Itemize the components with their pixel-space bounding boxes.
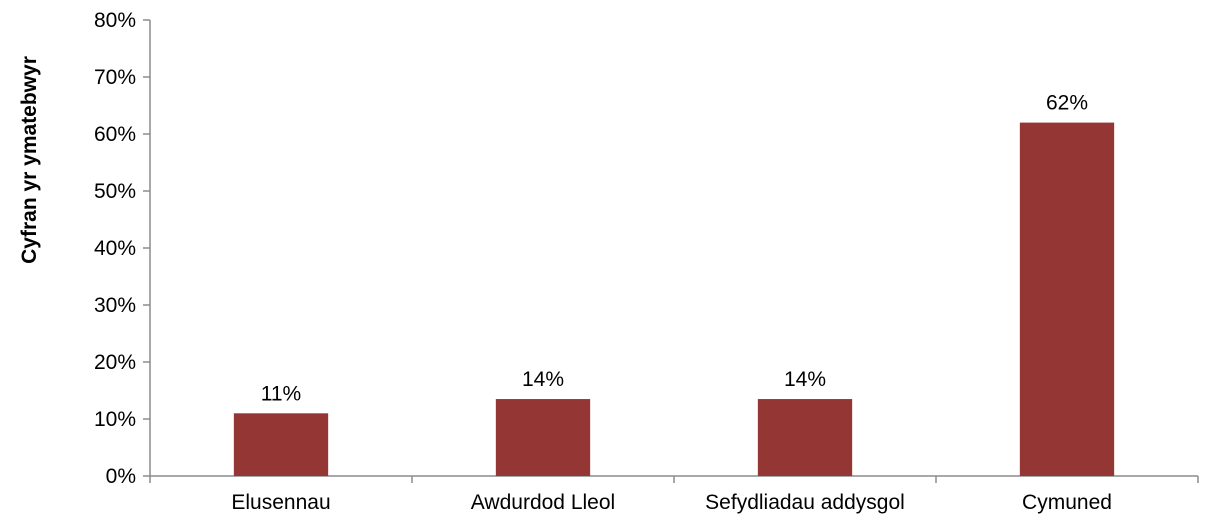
x-tick-label: Sefydliadau addysgol bbox=[705, 491, 905, 514]
bar-data-label: 14% bbox=[784, 368, 826, 391]
bar-data-label: 14% bbox=[522, 368, 564, 391]
x-tick-label: Cymuned bbox=[1022, 491, 1112, 514]
y-tick-label: 60% bbox=[94, 123, 136, 146]
y-axis-title: Cyfran yr ymatebwyr bbox=[18, 56, 41, 264]
y-tick-label: 40% bbox=[94, 237, 136, 260]
y-axis-ticks: 0% 10% 20% 30% 40% 50% 60% 70% 80% bbox=[94, 9, 150, 488]
x-tick-label: Awdurdod Lleol bbox=[471, 491, 615, 514]
y-tick-label: 30% bbox=[94, 294, 136, 317]
y-tick-label: 80% bbox=[94, 9, 136, 32]
y-tick-label: 20% bbox=[94, 351, 136, 374]
bar bbox=[757, 399, 853, 476]
bar bbox=[233, 413, 329, 476]
y-tick-label: 10% bbox=[94, 408, 136, 431]
y-tick-label: 50% bbox=[94, 180, 136, 203]
bar-data-label: 62% bbox=[1046, 92, 1088, 115]
y-tick-label: 0% bbox=[106, 465, 136, 488]
y-tick-label: 70% bbox=[94, 66, 136, 89]
bar bbox=[495, 399, 591, 476]
bars: 11% 14% 14% 62% bbox=[233, 92, 1115, 476]
bar bbox=[1019, 122, 1115, 476]
x-axis-ticks: Elusennau Awdurdod Lleol Sefydliadau addys… bbox=[149, 476, 1199, 514]
x-tick-label: Elusennau bbox=[231, 491, 330, 514]
bar-data-label: 11% bbox=[261, 382, 301, 405]
